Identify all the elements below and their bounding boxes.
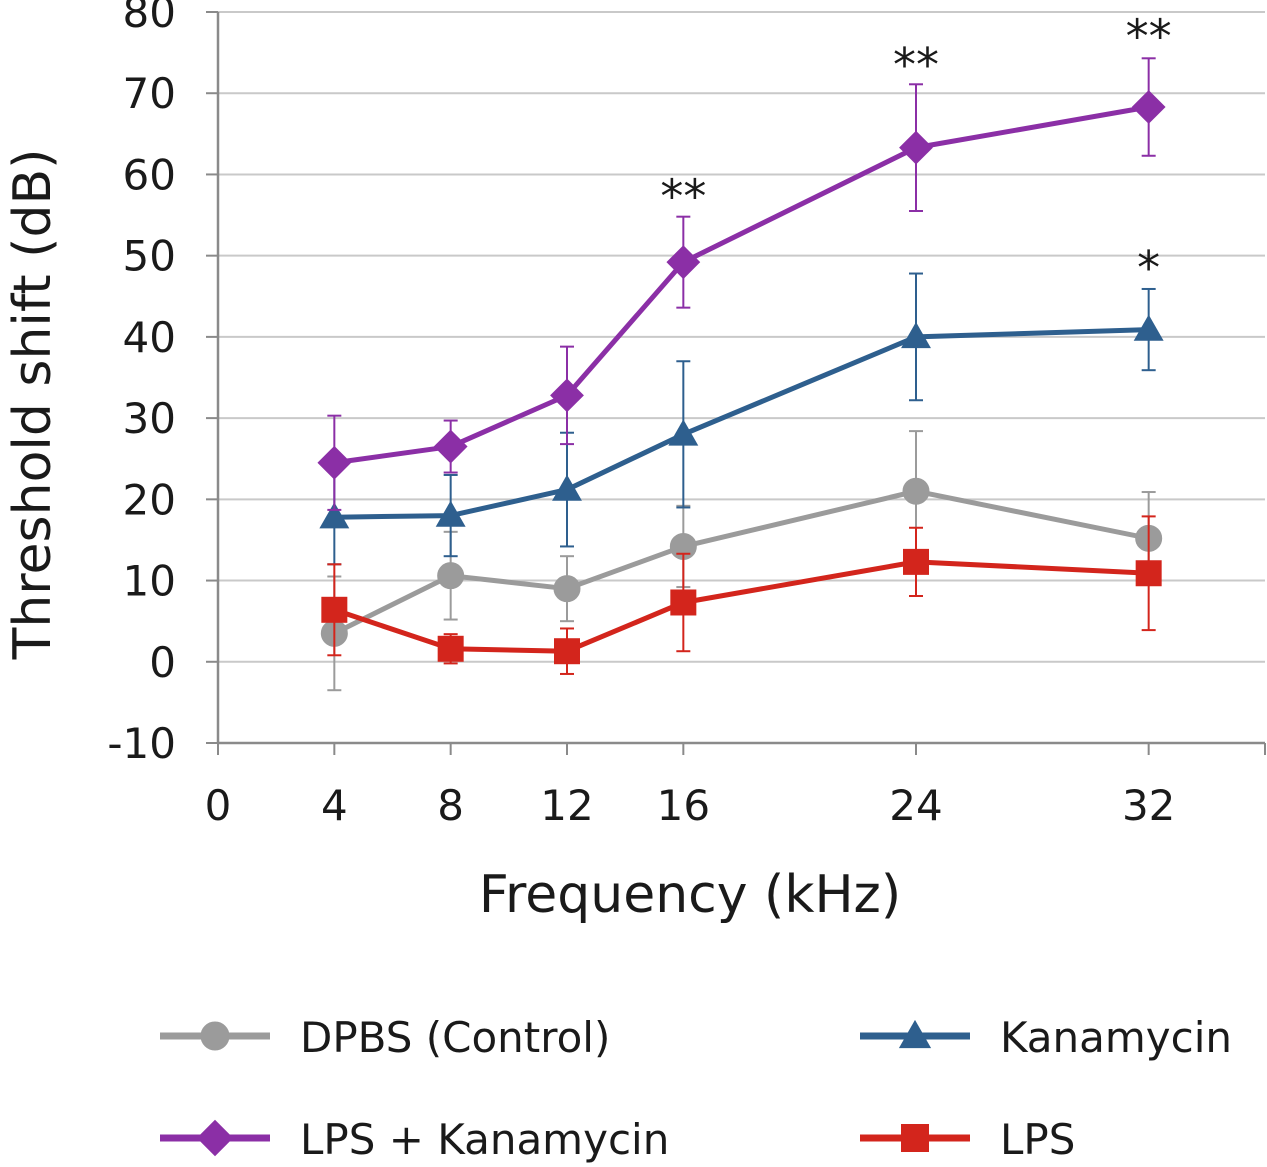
point-dpbs-control-8 — [437, 562, 465, 590]
point-dpbs-control-24 — [902, 477, 930, 505]
point-lps-kanamycin-4 — [317, 445, 352, 480]
legend-marker-lps-kanamycin — [196, 1119, 234, 1157]
line-lps — [333, 559, 1149, 654]
y-tick-label-0: 0 — [149, 638, 176, 687]
legend-marker-dpbs-control — [200, 1021, 230, 1051]
y-tick-label--10: -10 — [107, 719, 176, 768]
legend-marker-kanamycin — [898, 1019, 932, 1049]
x-tick-label-0: 0 — [205, 781, 232, 830]
legend-label-lps: LPS — [1000, 1115, 1075, 1164]
point-lps-kanamycin-32 — [1131, 90, 1166, 124]
line-lps-kanamycin — [333, 104, 1150, 466]
line-kanamycin — [334, 327, 1149, 520]
x-axis-ticks: 0 4 8 12 16 24 32 — [205, 743, 1266, 830]
x-tick-label-24: 24 — [889, 781, 942, 830]
legend-label-lps-kanamycin: LPS + Kanamycin — [300, 1115, 669, 1164]
legend: DPBS (Control) Kanamycin LPS + Kanamycin LP… — [160, 1013, 1232, 1164]
significance-annotations: ******* — [660, 10, 1171, 295]
x-tick-label-16: 16 — [657, 781, 710, 830]
x-tick-label-4: 4 — [321, 781, 348, 830]
point-lps-32 — [1135, 560, 1162, 587]
axes — [216, 12, 1265, 745]
series-kanamycin — [319, 272, 1164, 566]
y-tick-label-20: 20 — [123, 475, 176, 524]
point-lps-8 — [437, 635, 464, 662]
point-lps-kanamycin-8 — [433, 429, 468, 464]
line-dpbs-control — [333, 488, 1150, 636]
significance-marker-1: ** — [893, 38, 939, 92]
legend-item-lps: LPS — [860, 1115, 1075, 1164]
x-tick-label-8: 8 — [437, 781, 464, 830]
y-axis-ticks: -10 0 10 20 30 40 50 60 70 80 — [107, 0, 218, 768]
legend-marker-lps — [901, 1124, 929, 1152]
y-tick-label-80: 80 — [123, 0, 176, 37]
legend-label-dpbs-control: DPBS (Control) — [300, 1013, 610, 1062]
x-tick-label-32: 32 — [1122, 781, 1175, 830]
point-lps-4 — [321, 596, 348, 623]
legend-label-kanamycin: Kanamycin — [1000, 1013, 1232, 1062]
point-lps-kanamycin-12 — [550, 378, 584, 413]
point-kanamycin-12 — [552, 474, 582, 501]
significance-marker-0: ** — [660, 170, 706, 224]
series-lps-kanamycin — [317, 57, 1166, 511]
point-dpbs-control-12 — [553, 575, 581, 603]
y-tick-label-50: 50 — [123, 232, 176, 281]
point-lps-kanamycin-16 — [666, 245, 701, 280]
y-tick-label-30: 30 — [123, 394, 176, 443]
point-kanamycin-8 — [435, 500, 466, 527]
x-tick-label-12: 12 — [540, 781, 593, 830]
point-kanamycin-16 — [668, 419, 699, 446]
y-tick-label-40: 40 — [123, 313, 176, 362]
point-kanamycin-24 — [901, 321, 931, 349]
legend-item-lps-kanamycin: LPS + Kanamycin — [160, 1115, 669, 1164]
y-tick-label-70: 70 — [123, 69, 176, 118]
point-lps-16 — [670, 589, 697, 616]
legend-item-kanamycin: Kanamycin — [860, 1013, 1232, 1062]
point-kanamycin-4 — [319, 502, 350, 529]
point-lps-24 — [903, 548, 929, 575]
point-kanamycin-32 — [1133, 314, 1164, 341]
significance-marker-3: * — [1137, 241, 1160, 295]
point-lps-12 — [554, 638, 580, 665]
significance-marker-2: ** — [1126, 10, 1172, 64]
data-series — [317, 57, 1166, 692]
point-lps-kanamycin-24 — [899, 130, 933, 165]
y-tick-label-10: 10 — [123, 557, 176, 606]
legend-item-dpbs-control: DPBS (Control) — [160, 1013, 610, 1062]
series-lps — [321, 515, 1162, 675]
y-tick-label-60: 60 — [123, 150, 176, 199]
y-axis-label: Threshold shift (dB) — [3, 149, 63, 661]
x-axis-label: Frequency (kHz) — [479, 865, 901, 925]
gridlines — [218, 11, 1265, 663]
